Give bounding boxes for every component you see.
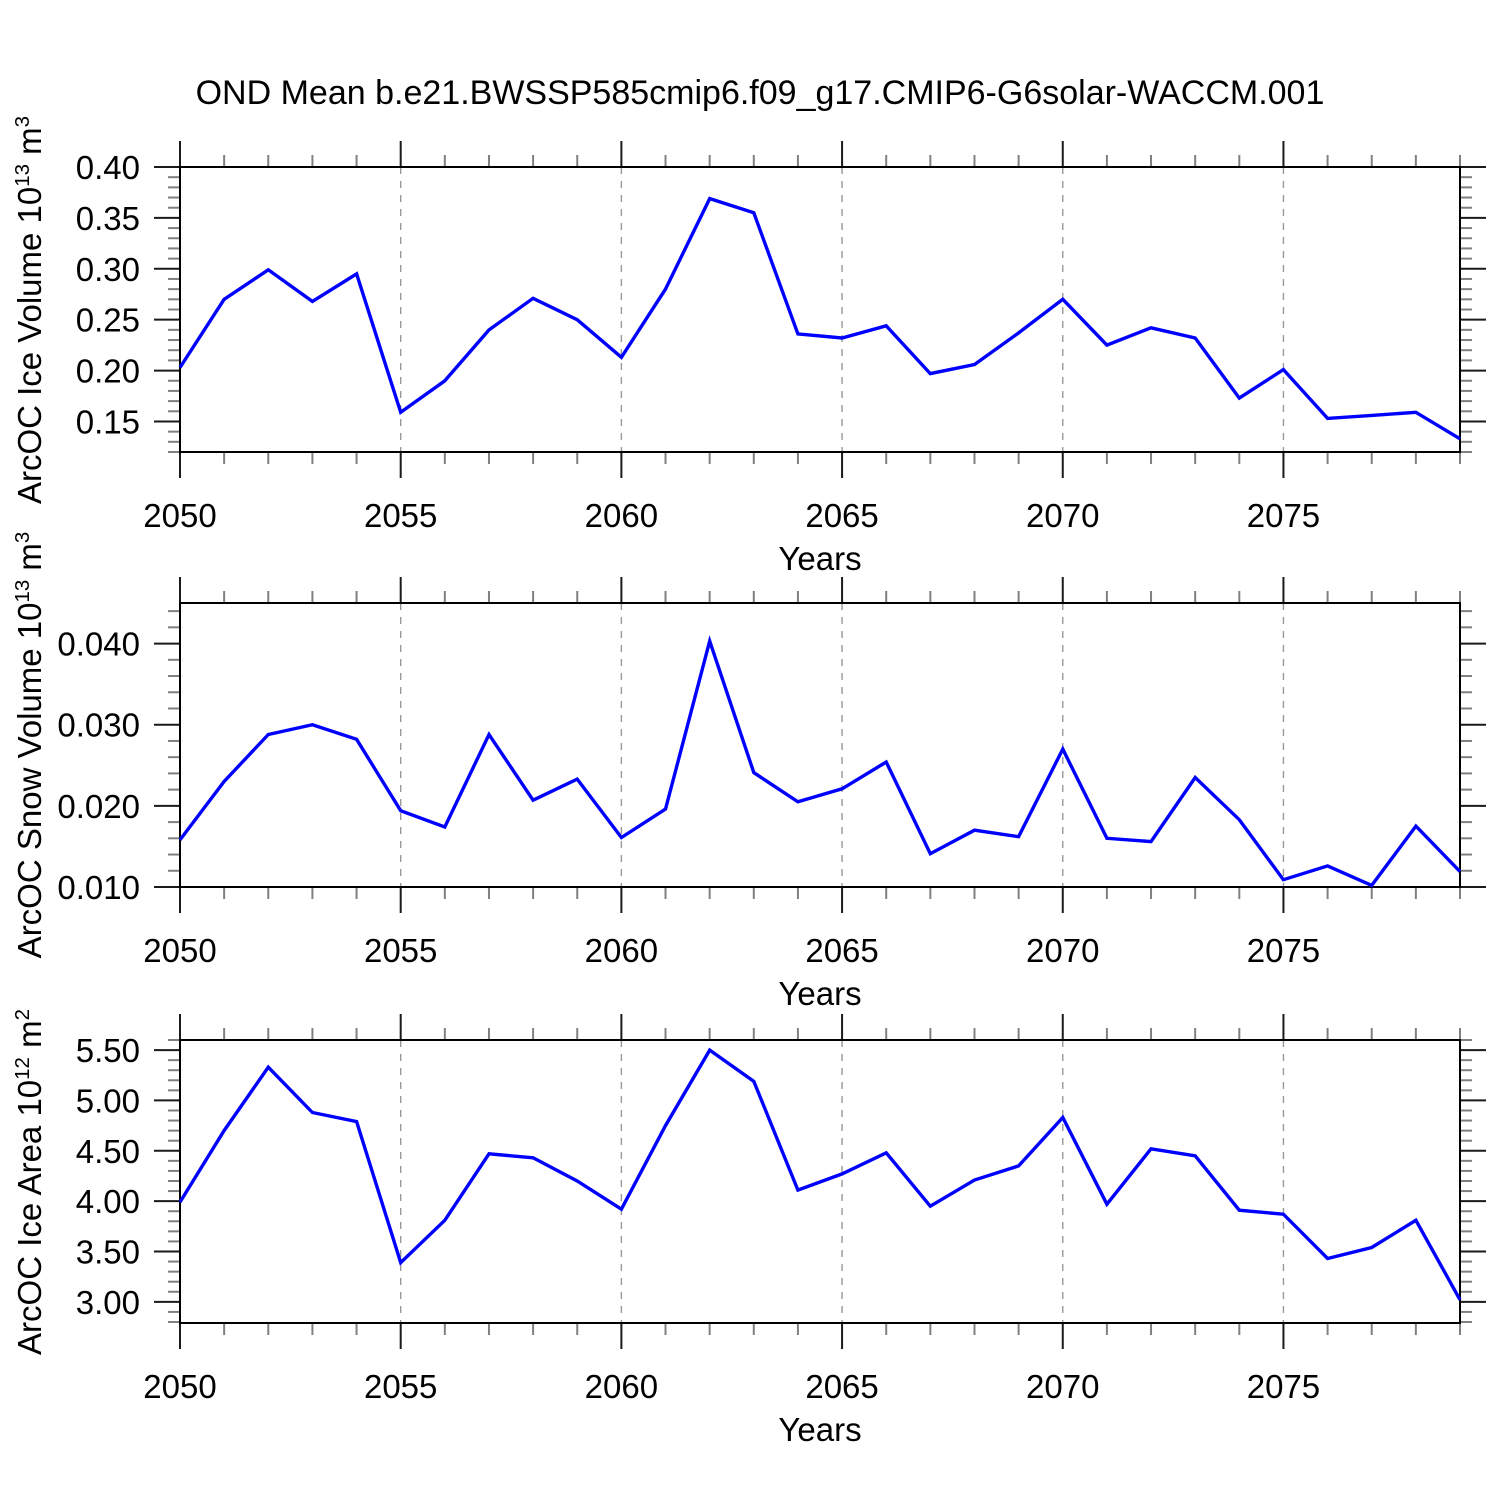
x-tick-label: 2060 bbox=[585, 1368, 658, 1405]
plot-frame bbox=[179, 166, 1461, 453]
y-tick-label: 3.50 bbox=[76, 1233, 140, 1270]
x-axis-title: Years bbox=[778, 975, 861, 1012]
gridlines bbox=[399, 167, 1285, 452]
data-line-snow-volume bbox=[178, 635, 1462, 888]
gridlines bbox=[399, 603, 1285, 887]
y-tick-label: 4.50 bbox=[76, 1133, 140, 1170]
y-tick-label: 0.15 bbox=[76, 403, 140, 440]
x-tick-label: 2075 bbox=[1247, 497, 1320, 534]
y-ticks bbox=[154, 1039, 1486, 1323]
y-ticks bbox=[154, 610, 1486, 888]
y-tick-label: 5.50 bbox=[76, 1032, 140, 1069]
plot-frame bbox=[179, 602, 1461, 888]
x-tick-label: 2075 bbox=[1247, 1368, 1320, 1405]
x-tick-labels: 2050 2055 2060 2065 2070 2075 bbox=[143, 497, 1320, 534]
y-tick-label: 0.25 bbox=[76, 302, 140, 339]
y-tick-label: 0.030 bbox=[57, 707, 140, 744]
x-tick-label: 2075 bbox=[1247, 932, 1320, 969]
x-tick-label: 2055 bbox=[364, 932, 437, 969]
x-tick-label: 2050 bbox=[143, 932, 216, 969]
x-tick-label: 2070 bbox=[1026, 1368, 1099, 1405]
x-tick-label: 2070 bbox=[1026, 932, 1099, 969]
x-tick-label: 2070 bbox=[1026, 497, 1099, 534]
plot-frame bbox=[179, 1039, 1461, 1324]
panel-snow-volume: 0.010 0.020 0.030 0.040 2050 2055 2060 2065 2070… bbox=[57, 577, 1486, 1012]
panel-ice-volume: 0.15 0.20 0.25 0.30 0.35 0.40 2050 2055 2060 2065… bbox=[76, 141, 1486, 577]
x-tick-labels: 2050 2055 2060 2065 2070 2075 bbox=[143, 1368, 1320, 1405]
x-tick-label: 2050 bbox=[143, 497, 216, 534]
x-tick-label: 2065 bbox=[805, 1368, 878, 1405]
y-tick-label: 4.00 bbox=[76, 1183, 140, 1220]
y-tick-label: 5.00 bbox=[76, 1082, 140, 1119]
x-tick-label: 2065 bbox=[805, 497, 878, 534]
y-ticks bbox=[154, 166, 1486, 453]
x-tick-labels: 2050 2055 2060 2065 2070 2075 bbox=[143, 932, 1320, 969]
x-tick-label: 2065 bbox=[805, 932, 878, 969]
x-tick-label: 2050 bbox=[143, 1368, 216, 1405]
y-tick-label: 0.40 bbox=[76, 149, 140, 186]
x-tick-label: 2055 bbox=[364, 497, 437, 534]
data-line-ice-area bbox=[178, 1047, 1462, 1301]
x-ticks bbox=[179, 1014, 1461, 1349]
x-tick-label: 2060 bbox=[585, 932, 658, 969]
gridlines bbox=[399, 1040, 1285, 1323]
panel-ice-area: 3.00 3.50 4.00 4.50 5.00 5.50 2050 2055 2060 2065… bbox=[76, 1014, 1486, 1448]
x-ticks bbox=[179, 141, 1461, 478]
data-line-ice-volume bbox=[178, 196, 1461, 441]
y-tick-label: 0.040 bbox=[57, 626, 140, 663]
x-axis-title: Years bbox=[778, 1411, 861, 1448]
y-tick-labels: 0.15 0.20 0.25 0.30 0.35 0.40 bbox=[76, 149, 140, 440]
x-ticks bbox=[179, 577, 1461, 913]
y-tick-label: 0.35 bbox=[76, 200, 140, 237]
y-tick-label: 0.010 bbox=[57, 869, 140, 906]
y-tick-labels: 0.010 0.020 0.030 0.040 bbox=[57, 626, 140, 906]
x-axis-title: Years bbox=[778, 540, 861, 577]
y-tick-label: 0.20 bbox=[76, 353, 140, 390]
x-tick-label: 2055 bbox=[364, 1368, 437, 1405]
y-tick-label: 0.30 bbox=[76, 251, 140, 288]
y-tick-labels: 3.00 3.50 4.00 4.50 5.00 5.50 bbox=[76, 1032, 140, 1321]
chart-title: OND Mean b.e21.BWSSP585cmip6.f09_g17.CMI… bbox=[195, 74, 1325, 112]
y-tick-label: 0.020 bbox=[57, 788, 140, 825]
y-tick-label: 3.00 bbox=[76, 1284, 140, 1321]
x-tick-label: 2060 bbox=[585, 497, 658, 534]
